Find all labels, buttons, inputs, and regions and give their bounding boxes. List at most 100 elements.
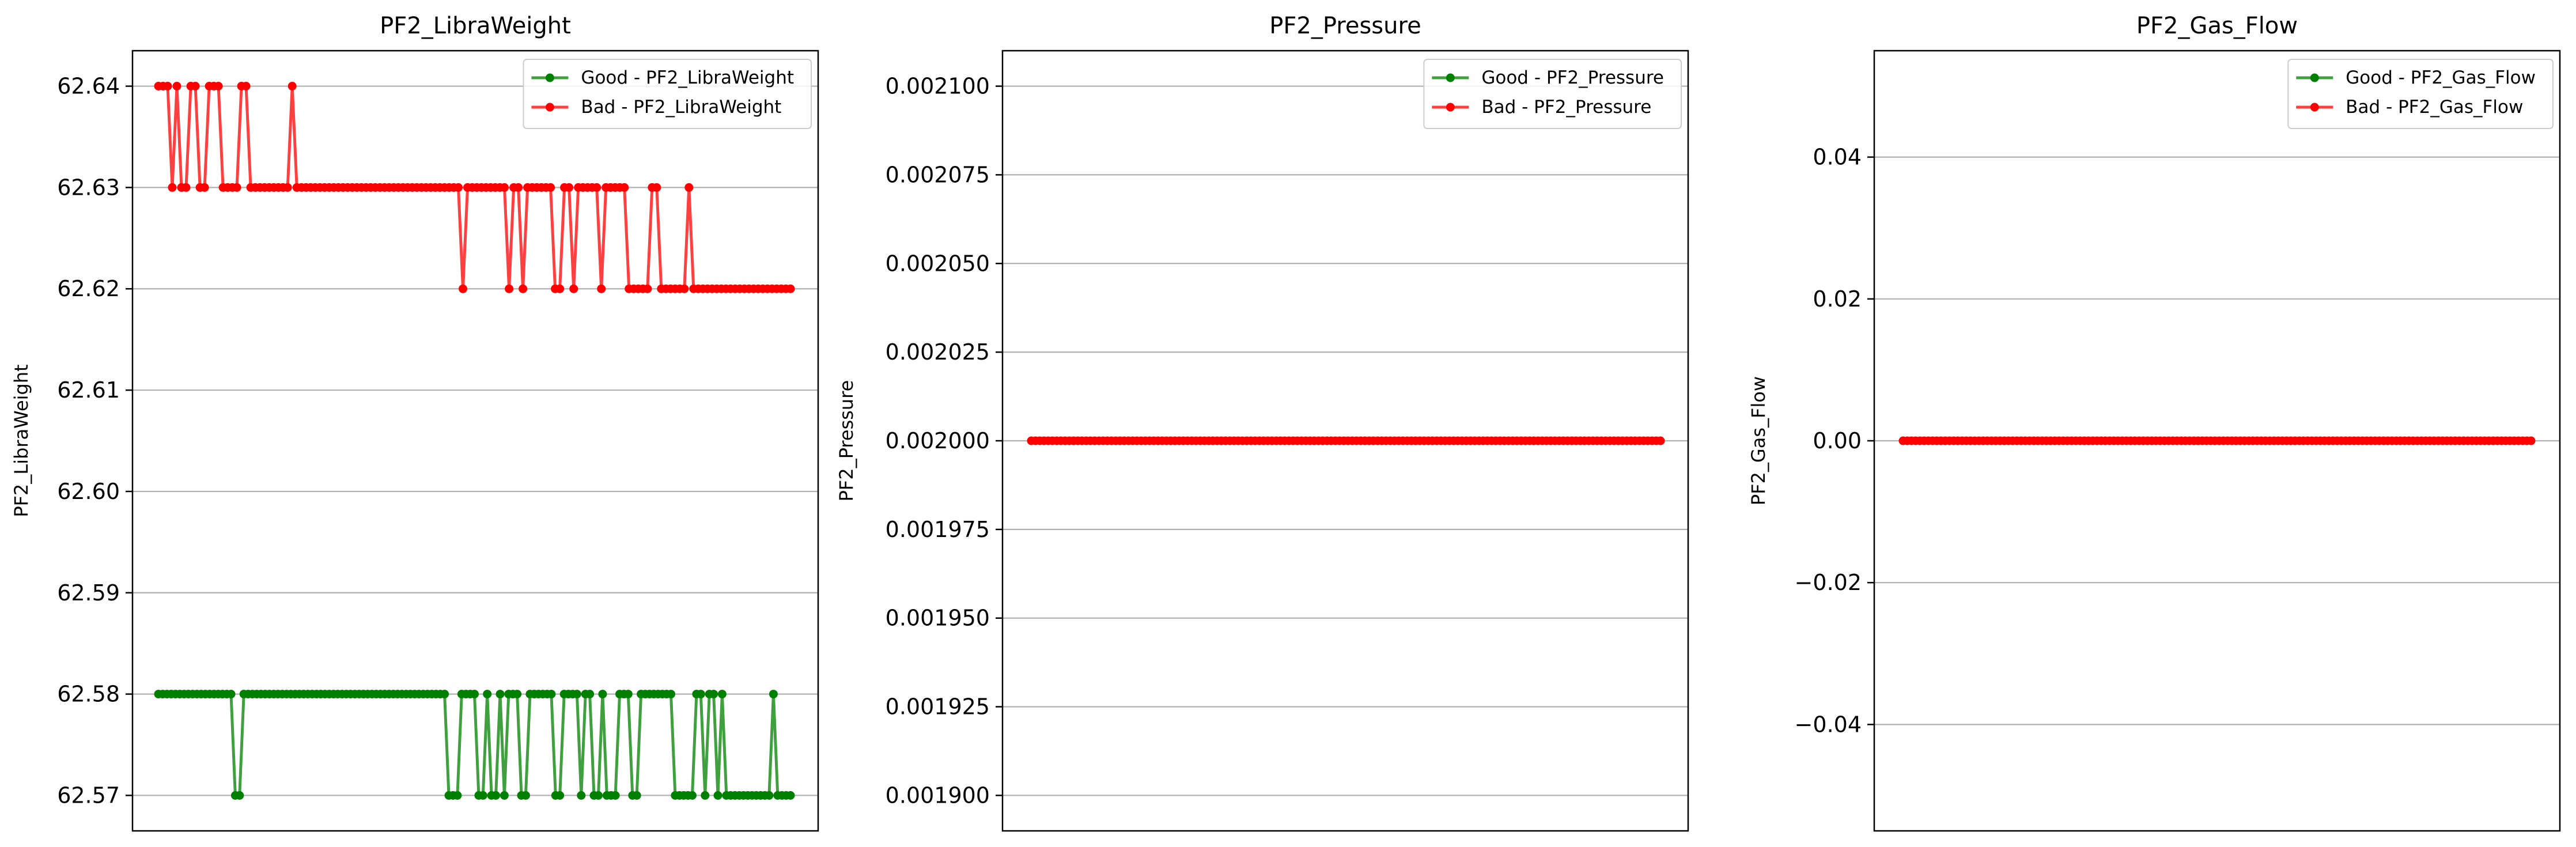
data-point xyxy=(786,284,795,293)
legend-item: Good - PF2_Gas_Flow xyxy=(2296,67,2536,88)
data-point xyxy=(594,791,603,800)
y-tick-label: 0.002100 xyxy=(886,74,990,99)
y-tick-label: 62.63 xyxy=(57,175,120,200)
y-tick-label: 0.002000 xyxy=(886,428,990,453)
chart-title: PF2_LibraWeight xyxy=(380,13,571,39)
data-point xyxy=(786,791,795,800)
data-point xyxy=(598,690,607,699)
y-tick-label: 62.57 xyxy=(57,782,120,808)
legend-label: Bad - PF2_Pressure xyxy=(1481,97,1651,118)
data-point xyxy=(453,791,462,800)
data-point xyxy=(181,183,191,192)
data-point xyxy=(652,183,661,192)
y-tick-label: 62.58 xyxy=(57,682,120,707)
data-point xyxy=(226,690,236,699)
data-point xyxy=(495,690,505,699)
data-point xyxy=(555,284,565,293)
chart-title: PF2_Pressure xyxy=(1269,13,1421,39)
y-tick-label: 62.60 xyxy=(57,479,120,504)
legend-label: Good - PF2_Pressure xyxy=(1481,67,1664,88)
y-tick-label: 0.002050 xyxy=(886,251,990,276)
y-tick-label: 0.001975 xyxy=(886,517,990,542)
data-point xyxy=(769,690,778,699)
legend-label: Good - PF2_Gas_Flow xyxy=(2346,67,2536,88)
y-tick-label: 0.02 xyxy=(1813,286,1862,312)
data-point xyxy=(163,82,172,90)
series-bad xyxy=(154,82,795,293)
legend-swatch-marker xyxy=(545,103,554,112)
data-point xyxy=(701,791,710,800)
data-point xyxy=(713,791,723,800)
data-point xyxy=(1656,436,1665,445)
data-point xyxy=(478,791,487,800)
legend-swatch-marker xyxy=(1446,103,1455,112)
data-point xyxy=(470,690,479,699)
series-line xyxy=(158,693,790,797)
data-point xyxy=(283,183,292,192)
data-point xyxy=(688,791,697,800)
legend: Good - PF2_Pressure Bad - PF2_Pressure xyxy=(1423,59,1682,129)
data-point xyxy=(454,183,463,192)
data-point xyxy=(696,690,705,699)
data-point xyxy=(440,690,449,699)
legend-swatch-marker xyxy=(2310,103,2319,112)
data-point xyxy=(565,183,574,192)
data-point xyxy=(232,183,241,192)
data-point xyxy=(2526,436,2536,445)
data-point xyxy=(620,183,629,192)
data-point xyxy=(597,284,606,293)
legend-item: Bad - PF2_LibraWeight xyxy=(531,97,781,118)
y-tick-label: 62.59 xyxy=(57,580,120,606)
legend: Good - PF2_LibraWeight Bad - PF2_LibraWei… xyxy=(523,59,812,129)
legend-box xyxy=(2287,59,2554,129)
data-point xyxy=(172,82,181,90)
data-point xyxy=(577,791,586,800)
axes-frame xyxy=(131,50,819,832)
y-tick-label: 0.04 xyxy=(1813,145,1862,170)
y-tick-label: 0.001950 xyxy=(886,606,990,631)
subplot-2: 0.001900 0.001925 0.001950 0.001975 0.002000… xyxy=(835,13,1689,832)
data-point xyxy=(667,690,675,699)
legend-swatch-marker xyxy=(2310,73,2319,82)
legend-item: Bad - PF2_Pressure xyxy=(1432,97,1651,118)
data-point xyxy=(513,690,522,699)
y-axis-label: PF2_Gas_Flow xyxy=(1747,376,1769,505)
data-point xyxy=(765,791,774,800)
y-tick-label: −0.02 xyxy=(1795,570,1862,595)
chart-title: PF2_Gas_Flow xyxy=(2136,13,2298,39)
legend-label: Good - PF2_LibraWeight xyxy=(581,67,794,88)
y-axis-label: PF2_Pressure xyxy=(835,380,857,502)
data-point xyxy=(546,183,555,192)
y-tick-label: 0.001925 xyxy=(886,694,990,720)
subplot-3: −0.04 −0.02 0.00 0.02 0.04 PF2_Gas_Flow PF2_Ga… xyxy=(1747,13,2561,832)
data-point xyxy=(643,284,652,293)
y-tick-label: 0.00 xyxy=(1813,428,1862,453)
legend: Good - PF2_Gas_Flow Bad - PF2_Gas_Flow xyxy=(2287,59,2554,129)
data-point xyxy=(214,82,223,90)
data-point xyxy=(168,183,177,192)
y-tick-label: 0.002025 xyxy=(886,339,990,365)
data-point xyxy=(483,690,492,699)
y-axis-label: PF2_LibraWeight xyxy=(10,364,32,517)
data-point xyxy=(680,284,689,293)
legend-item: Bad - PF2_Gas_Flow xyxy=(2296,97,2523,118)
series-good xyxy=(154,690,795,800)
legend-label: Bad - PF2_Gas_Flow xyxy=(2346,97,2523,118)
data-point xyxy=(717,690,727,699)
y-tick-label: 62.64 xyxy=(57,74,120,99)
data-point xyxy=(235,791,244,800)
data-point xyxy=(459,284,467,293)
series-bad xyxy=(1898,436,2536,445)
data-point xyxy=(555,791,565,800)
legend-swatch-marker xyxy=(545,73,554,82)
subplot-1: 62.57 62.58 62.59 62.60 62.61 62.62 62.63 62.64… xyxy=(10,13,819,832)
data-point xyxy=(500,183,509,192)
data-point xyxy=(288,82,297,90)
data-point xyxy=(241,82,251,90)
legend-box xyxy=(523,59,812,129)
data-point xyxy=(592,183,602,192)
legend-item: Good - PF2_LibraWeight xyxy=(531,67,794,88)
data-point xyxy=(585,690,595,699)
series-bad xyxy=(1027,436,1665,445)
